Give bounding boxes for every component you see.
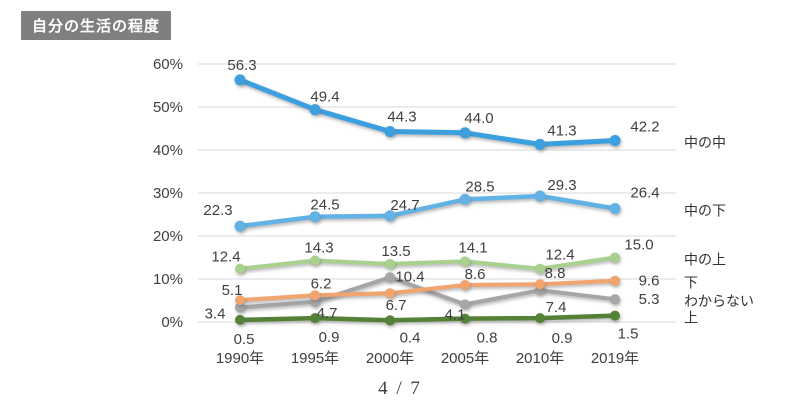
data-label-わからない: 5.3 bbox=[639, 291, 660, 308]
data-point-上 bbox=[610, 310, 620, 321]
data-label-わからない: 4.7 bbox=[317, 305, 338, 322]
data-label-中の下: 24.7 bbox=[390, 197, 419, 214]
data-point-わからない bbox=[610, 294, 620, 305]
series-line-下 bbox=[238, 278, 617, 303]
data-label-中の中: 44.3 bbox=[387, 109, 416, 126]
data-label-中の下: 22.3 bbox=[203, 202, 232, 219]
data-point-上 bbox=[310, 313, 320, 324]
data-label-中の上: 13.5 bbox=[381, 243, 410, 260]
series-label-下: 下 bbox=[684, 275, 698, 291]
data-label-中の下: 24.5 bbox=[310, 197, 339, 214]
series-line-中の下 bbox=[237, 193, 618, 229]
data-label-中の中: 42.2 bbox=[630, 119, 659, 136]
data-label-中の中: 41.3 bbox=[547, 122, 576, 139]
data-point-上 bbox=[460, 313, 470, 324]
data-label-中の上: 12.4 bbox=[211, 249, 240, 266]
data-point-下 bbox=[535, 279, 545, 290]
data-point-下 bbox=[610, 275, 620, 286]
data-point-中の下 bbox=[234, 220, 246, 232]
y-axis-tick-label: 10% bbox=[153, 271, 183, 288]
y-axis-tick-label: 30% bbox=[153, 185, 183, 202]
page-title: 自分の生活の程度 bbox=[21, 11, 172, 40]
series-label-中の中: 中の中 bbox=[684, 135, 726, 151]
series-label-わからない: わからない bbox=[684, 293, 754, 309]
data-point-中の上 bbox=[385, 258, 395, 269]
data-point-上 bbox=[235, 314, 245, 325]
data-label-中の下: 26.4 bbox=[630, 185, 659, 202]
data-point-中の中 bbox=[534, 138, 546, 150]
series-line-中の中 bbox=[237, 77, 618, 147]
data-label-上: 1.5 bbox=[618, 326, 639, 343]
data-point-中の下 bbox=[459, 193, 471, 205]
data-label-下: 9.6 bbox=[639, 273, 660, 290]
data-label-わからない: 7.4 bbox=[546, 299, 567, 316]
data-label-中の中: 44.0 bbox=[464, 110, 493, 127]
x-axis-label: 1995年 bbox=[291, 350, 339, 367]
data-label-下: 8.8 bbox=[545, 265, 566, 282]
data-point-下 bbox=[235, 295, 245, 306]
data-point-中の上 bbox=[535, 263, 545, 274]
data-label-下: 6.7 bbox=[386, 297, 407, 314]
data-label-中の上: 15.0 bbox=[624, 237, 653, 254]
data-label-わからない: 10.4 bbox=[395, 268, 424, 285]
data-label-上: 0.8 bbox=[477, 330, 498, 347]
data-point-上 bbox=[535, 313, 545, 324]
data-label-下: 8.6 bbox=[465, 266, 486, 283]
data-label-上: 0.5 bbox=[234, 331, 255, 348]
data-point-中の上 bbox=[460, 256, 470, 267]
data-label-中の上: 14.1 bbox=[458, 239, 487, 256]
data-label-中の下: 29.3 bbox=[547, 177, 576, 194]
y-axis-tick-label: 60% bbox=[153, 56, 183, 73]
data-label-上: 0.9 bbox=[552, 330, 573, 347]
series-label-上: 上 bbox=[684, 310, 698, 326]
x-axis-label: 2010年 bbox=[516, 350, 564, 367]
x-axis-label: 2005年 bbox=[441, 350, 489, 367]
data-point-上 bbox=[385, 315, 395, 326]
data-label-上: 0.9 bbox=[319, 329, 340, 346]
data-point-中の中 bbox=[234, 74, 246, 86]
data-label-中の中: 49.4 bbox=[310, 89, 339, 106]
series-label-中の上: 中の上 bbox=[684, 252, 726, 268]
data-point-中の中 bbox=[384, 126, 396, 137]
x-axis-label: 2000年 bbox=[366, 350, 414, 367]
data-label-わからない: 4.1 bbox=[445, 306, 466, 323]
data-point-中の下 bbox=[309, 211, 321, 223]
data-point-中の上 bbox=[610, 252, 620, 263]
series-line-上 bbox=[237, 313, 618, 323]
data-point-下 bbox=[310, 290, 320, 301]
page-indicator: 4 / 7 bbox=[378, 378, 422, 399]
series-label-中の下: 中の下 bbox=[684, 203, 726, 219]
data-point-中の下 bbox=[534, 190, 546, 202]
data-point-中の中 bbox=[309, 104, 321, 116]
data-label-上: 0.4 bbox=[400, 329, 421, 346]
data-point-中の中 bbox=[609, 135, 621, 146]
data-point-わからない bbox=[385, 272, 395, 283]
data-label-中の上: 12.4 bbox=[545, 247, 574, 264]
x-axis-label: 2019年 bbox=[591, 350, 639, 367]
y-axis-tick-label: 50% bbox=[153, 99, 183, 116]
series-line-中の上 bbox=[238, 255, 617, 271]
data-label-中の下: 28.5 bbox=[465, 178, 494, 195]
data-point-下 bbox=[460, 280, 470, 290]
data-point-わからない bbox=[460, 299, 470, 310]
data-point-中の上 bbox=[235, 263, 245, 274]
data-label-下: 5.1 bbox=[222, 282, 243, 299]
y-axis-tick-label: 20% bbox=[153, 228, 183, 245]
data-point-わからない bbox=[235, 302, 245, 313]
data-point-下 bbox=[385, 288, 395, 299]
data-point-中の下 bbox=[384, 210, 396, 222]
y-axis-tick-label: 40% bbox=[153, 142, 183, 159]
data-point-中の上 bbox=[310, 255, 320, 266]
data-point-中の中 bbox=[459, 127, 471, 139]
data-label-わからない: 3.4 bbox=[205, 305, 226, 322]
data-label-中の上: 14.3 bbox=[304, 240, 333, 257]
data-point-中の下 bbox=[609, 203, 621, 214]
y-axis-tick-label: 0% bbox=[161, 314, 183, 331]
data-label-下: 6.2 bbox=[311, 275, 332, 292]
x-axis-label: 1990年 bbox=[216, 350, 264, 367]
data-label-中の中: 56.3 bbox=[227, 57, 256, 74]
